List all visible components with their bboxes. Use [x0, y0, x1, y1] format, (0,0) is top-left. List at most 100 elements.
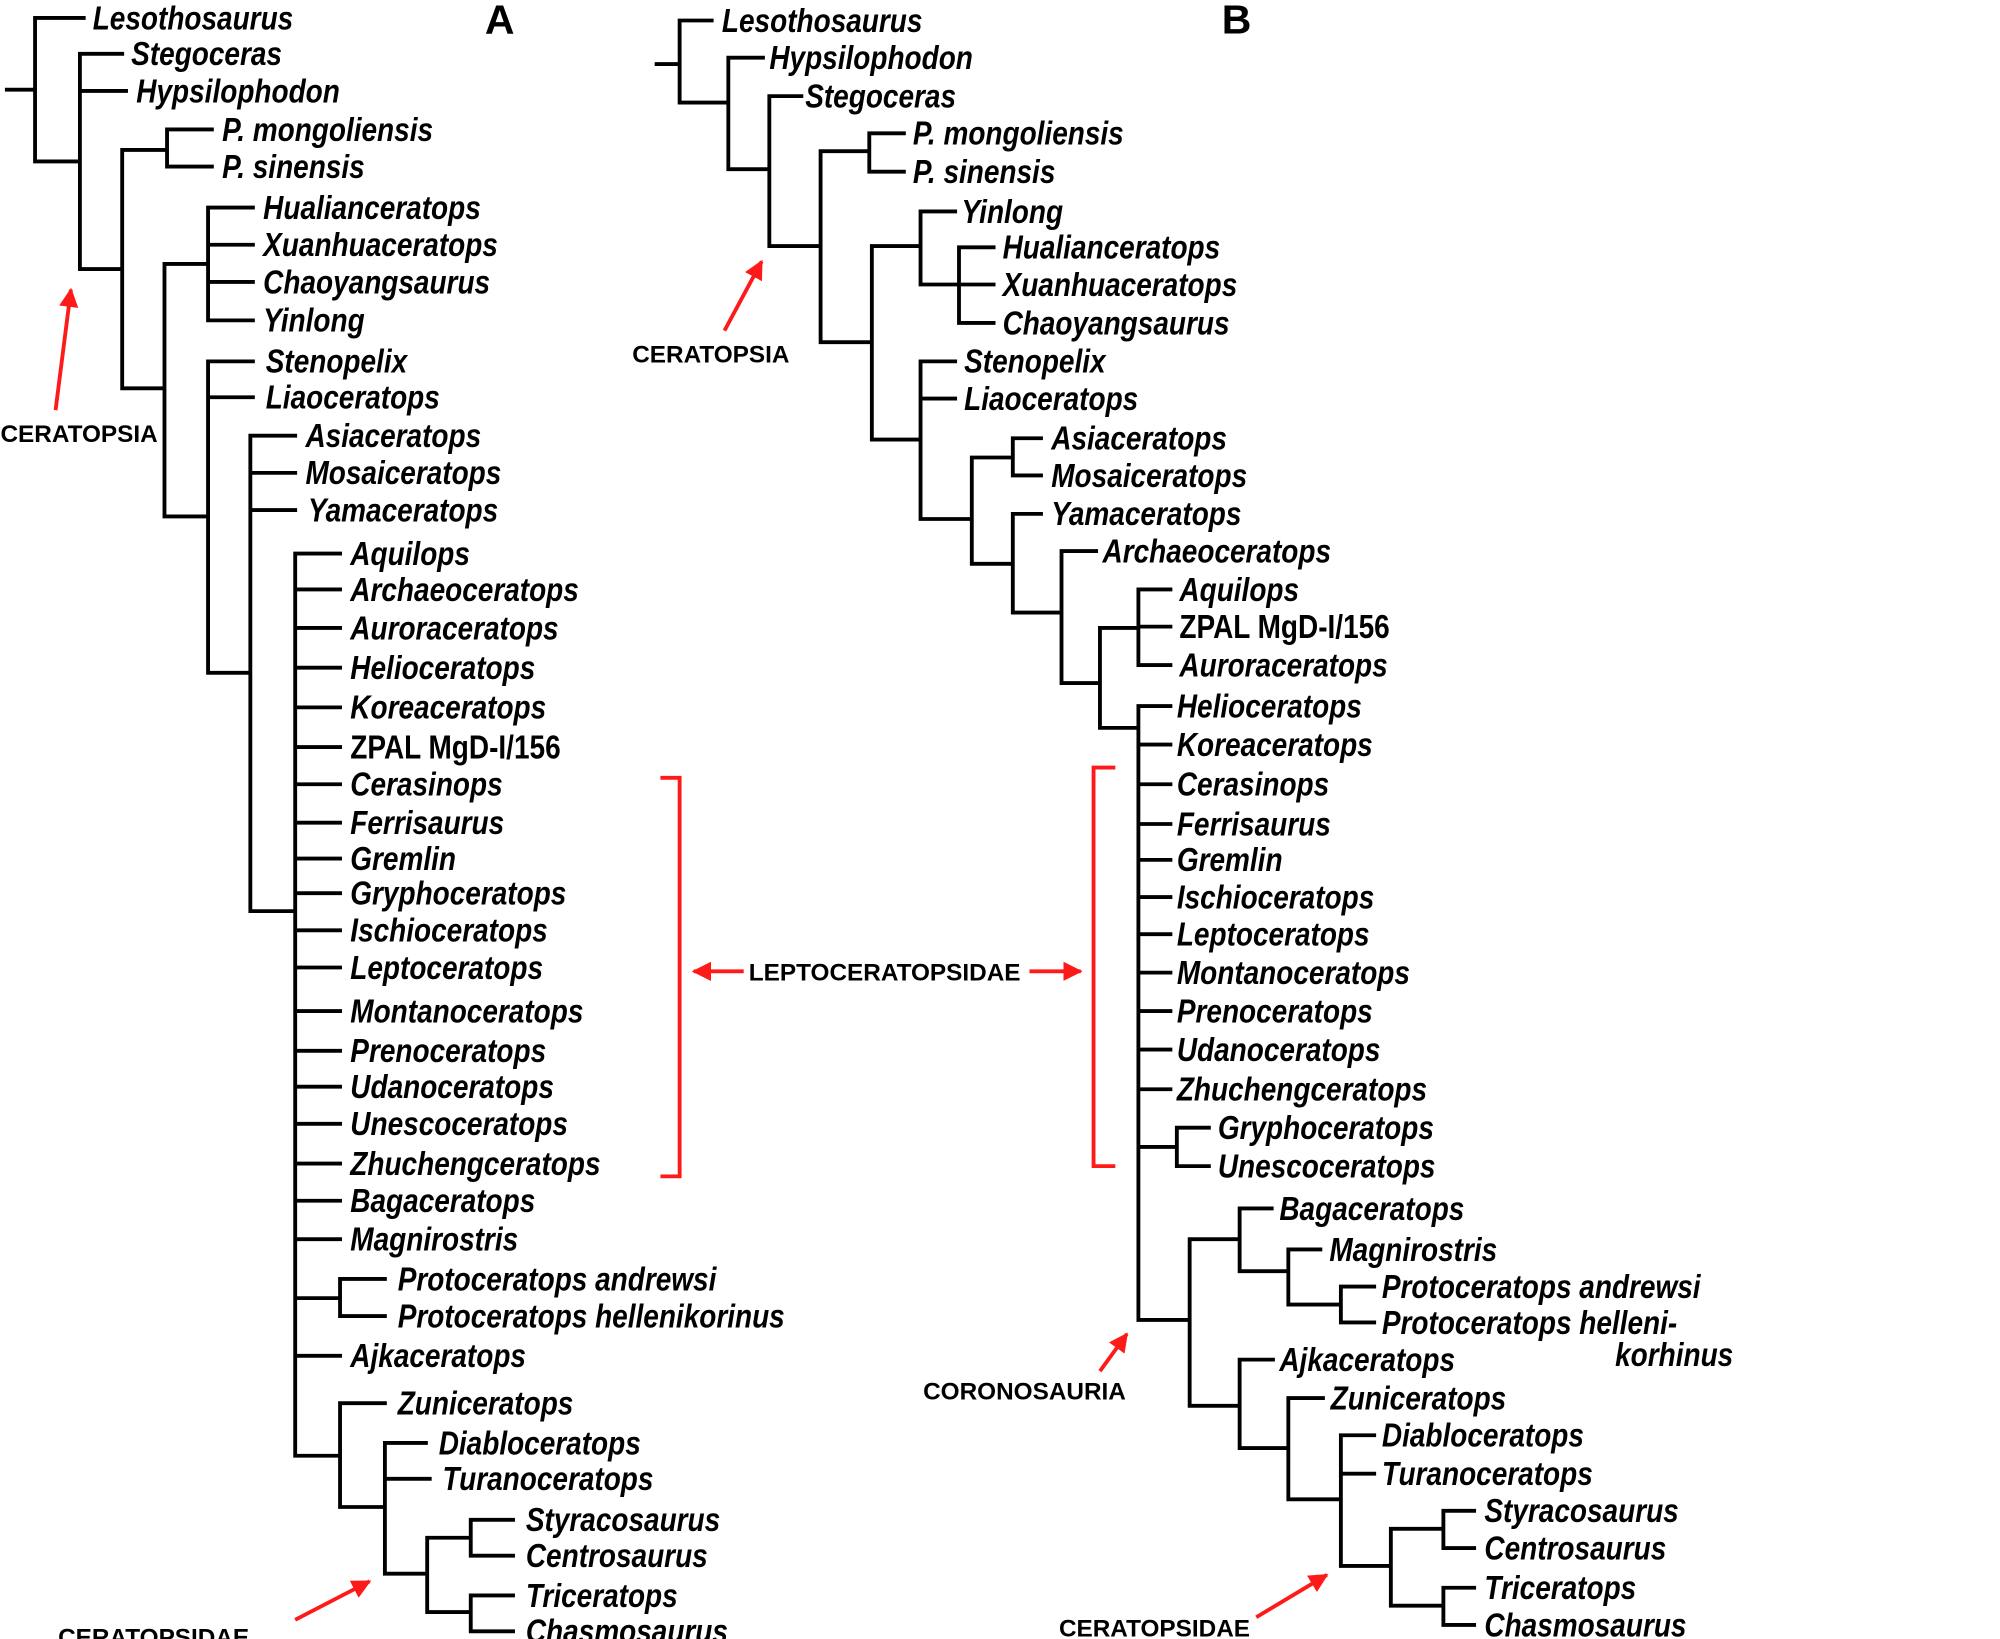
taxon-label-highlighted: Gremlin: [350, 840, 456, 878]
taxon-label: Magnirostris: [1329, 1230, 1497, 1268]
ceratopsia-label-b: CERATOPSIA: [632, 342, 789, 369]
taxon-label: Protoceratops andrewsi: [398, 1260, 718, 1298]
leptoceratopsidae-label: LEPTOCERATOPSIDAE: [749, 959, 1021, 986]
taxon-label: Aquilops: [1178, 571, 1299, 609]
taxon-label: Zuniceratops: [1330, 1379, 1507, 1417]
taxon-label: korhinus: [1615, 1336, 1733, 1374]
taxon-label: Turanoceratops: [1382, 1455, 1593, 1493]
taxon-label: Bagaceratops: [1279, 1189, 1464, 1227]
taxon-label: P. mongoliensis: [222, 110, 433, 148]
ceratopsidae-arrow-b: [1255, 1573, 1329, 1619]
taxon-label: P. sinensis: [913, 153, 1056, 191]
taxon-label: Hypsilophodon: [769, 39, 973, 77]
taxon-label: P. mongoliensis: [913, 114, 1124, 152]
taxon-label: Montanoceratops: [350, 992, 583, 1030]
taxon-label: Archaeoceratops: [1102, 532, 1331, 570]
tree-b-branches: [654, 18, 1477, 1627]
taxon-label: Chasmosaurus: [1484, 1606, 1686, 1639]
taxon-label: Mosaiceratops: [1051, 456, 1247, 494]
taxon-label: Styracosaurus: [1484, 1492, 1678, 1530]
taxon-label: Auroraceratops: [1178, 646, 1387, 684]
panel-label-b: B: [1222, 0, 1252, 42]
taxon-label: Hypsilophodon: [136, 72, 340, 110]
coronosauria-arrow: [1098, 1332, 1129, 1373]
taxon-label: Prenoceratops: [1177, 992, 1373, 1030]
taxon-label: Udanoceratops: [350, 1068, 554, 1106]
taxon-label: Chaoyangsaurus: [263, 263, 490, 301]
taxon-label: Gryphoceratops: [1218, 1109, 1434, 1147]
taxon-label: Asiaceratops: [1050, 419, 1227, 457]
taxon-label-highlighted: Gremlin: [1177, 841, 1283, 879]
taxon-label: Protoceratops helleni-: [1382, 1304, 1677, 1342]
ceratopsidae-arrow-a: [294, 1579, 372, 1622]
taxon-label: Diabloceratops: [439, 1424, 641, 1462]
taxon-label: Hualianceratops: [1003, 228, 1221, 266]
taxon-label: Protoceratops hellenikorinus: [398, 1297, 785, 1335]
taxon-label: Xuanhuaceratops: [1001, 266, 1238, 304]
taxon-label: Zuniceratops: [397, 1384, 574, 1422]
taxon-label: Styracosaurus: [526, 1501, 720, 1539]
taxon-label: Prenoceratops: [350, 1032, 546, 1070]
tree-a-branches: [4, 16, 515, 1634]
taxon-label: Leptoceratops: [1177, 915, 1370, 953]
taxon-label: Montanoceratops: [1177, 954, 1410, 992]
taxon-label: Stegoceras: [131, 35, 282, 73]
taxon-label: ZPAL MgD-I/156: [1179, 608, 1389, 646]
taxon-label: Xuanhuaceratops: [261, 226, 498, 264]
taxon-label: Chasmosaurus: [526, 1612, 728, 1639]
taxon-label: Magnirostris: [350, 1220, 518, 1258]
taxon-label: Helioceratops: [1177, 687, 1362, 725]
taxon-label: Ferrisaurus: [1177, 805, 1331, 843]
taxon-label: Hualianceratops: [263, 189, 481, 227]
ceratopsia-label-a: CERATOPSIA: [0, 421, 157, 448]
taxon-label: Yamaceratops: [1051, 495, 1241, 533]
taxon-label: Archaeoceratops: [349, 571, 578, 609]
taxon-label: Ajkaceratops: [349, 1337, 526, 1375]
taxon-label: Lesothosaurus: [722, 2, 922, 40]
taxon-label: Leptoceratops: [350, 949, 543, 987]
taxon-label: Yinlong: [962, 192, 1064, 230]
coronosauria-label: CORONOSAURIA: [923, 1378, 1126, 1405]
taxon-label: Ischioceratops: [1177, 878, 1374, 916]
taxon-label: Bagaceratops: [350, 1182, 535, 1220]
ceratopsia-arrow-a: [53, 287, 79, 411]
taxon-label: Asiaceratops: [305, 417, 482, 455]
taxon-label: Mosaiceratops: [305, 454, 501, 492]
panel-label-a: A: [485, 0, 515, 42]
taxon-label: Unescoceratops: [350, 1105, 568, 1143]
taxon-label: Cerasinops: [350, 765, 502, 803]
taxon-label: Koreaceratops: [1177, 726, 1373, 764]
taxon-label: Protoceratops andrewsi: [1382, 1268, 1702, 1306]
ceratopsia-arrow-b: [722, 259, 764, 332]
taxon-label: Helioceratops: [350, 649, 535, 687]
taxon-label: Unescoceratops: [1218, 1147, 1436, 1185]
taxon-label: Liaoceratops: [266, 378, 440, 416]
taxon-label: Ischioceratops: [350, 911, 547, 949]
ceratopsidae-label-a: CERATOPSIDAE: [58, 1624, 249, 1639]
taxon-label: Koreaceratops: [350, 688, 546, 726]
taxon-label: ZPAL MgD-I/156: [350, 728, 560, 766]
taxon-label: Auroraceratops: [349, 609, 558, 647]
taxon-label: Ajkaceratops: [1278, 1341, 1455, 1379]
taxon-label: Centrosaurus: [526, 1537, 708, 1575]
leptoceratopsidae-bracket-a: [660, 775, 682, 1179]
taxon-label: Chaoyangsaurus: [1003, 304, 1230, 342]
taxon-label: Lesothosaurus: [93, 0, 293, 37]
taxon-label: Udanoceratops: [1177, 1031, 1381, 1069]
taxon-label: Centrosaurus: [1484, 1529, 1666, 1567]
taxon-label: Cerasinops: [1177, 765, 1329, 803]
taxon-label: Gryphoceratops: [350, 874, 566, 912]
taxon-label: Triceratops: [1484, 1569, 1636, 1607]
taxon-label: Liaoceratops: [964, 380, 1138, 418]
taxon-label: Triceratops: [526, 1576, 678, 1614]
taxon-label: Aquilops: [349, 535, 470, 573]
taxon-label: Yamaceratops: [308, 491, 498, 529]
taxon-label: Ferrisaurus: [350, 804, 504, 842]
taxon-label: Stenopelix: [266, 342, 409, 380]
taxon-label: Zhuchengceratops: [1176, 1070, 1427, 1108]
taxon-label: P. sinensis: [222, 148, 365, 186]
ceratopsidae-label-b: CERATOPSIDAE: [1059, 1615, 1250, 1639]
